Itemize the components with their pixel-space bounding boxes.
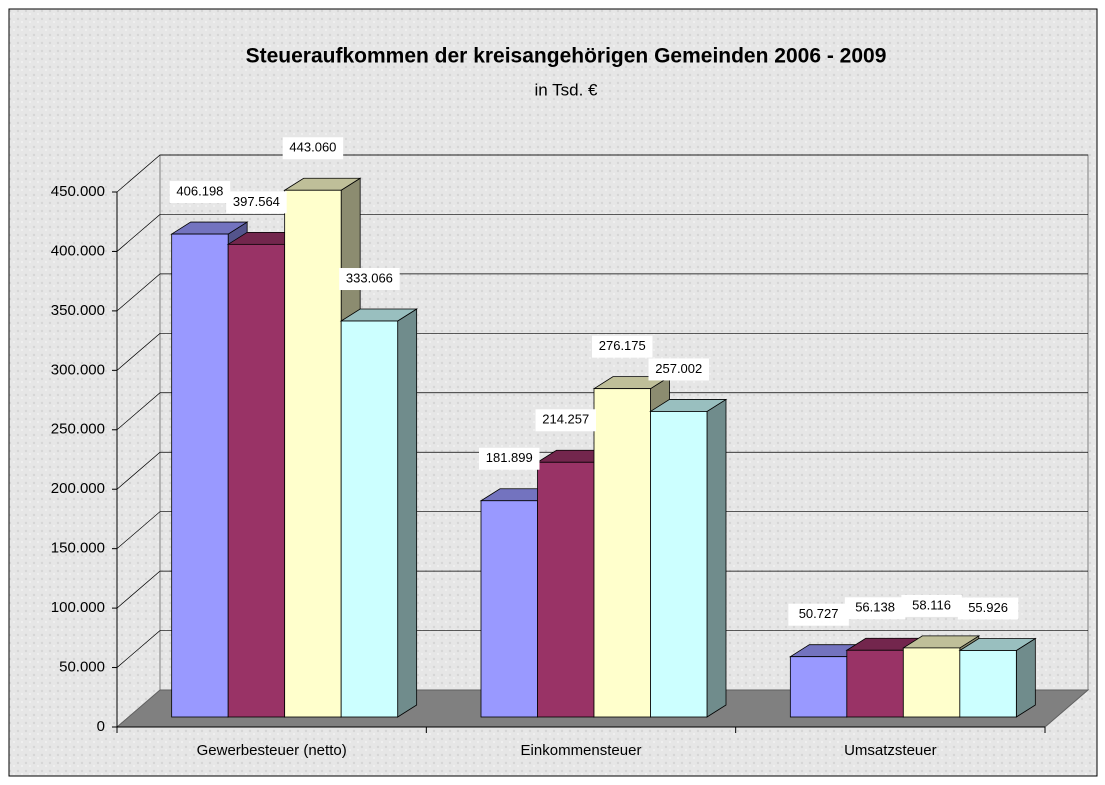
x-tick-label: Gewerbesteuer (netto) <box>197 742 347 759</box>
data-label: 276.175 <box>599 338 646 353</box>
grid-line <box>116 630 1088 668</box>
y-tick-label: 400.000 <box>51 242 105 259</box>
data-label: 56.138 <box>855 600 895 615</box>
y-tick-label: 250.000 <box>51 421 105 438</box>
data-label: 181.899 <box>486 450 533 465</box>
data-label-box <box>901 594 962 617</box>
bar <box>227 243 286 718</box>
bar-side <box>397 308 418 718</box>
data-label: 397.564 <box>233 194 280 209</box>
y-tick-label: 0 <box>97 718 105 735</box>
y-tick-label: 50.000 <box>59 659 105 676</box>
grid-line <box>116 332 1088 371</box>
data-label: 50.727 <box>799 606 839 621</box>
bar <box>537 461 595 718</box>
bar <box>902 647 961 718</box>
grid-line <box>116 570 1088 609</box>
data-label: 214.257 <box>542 412 589 427</box>
bar <box>340 320 399 718</box>
grid-line <box>116 392 1088 431</box>
bar <box>284 189 342 718</box>
chart-title: Steueraufkommen der kreisangehörigen Gem… <box>246 45 887 68</box>
data-label: 58.116 <box>912 597 951 612</box>
data-label-box <box>592 335 653 358</box>
data-label-box <box>788 603 849 626</box>
grid-line <box>116 273 1088 312</box>
bar <box>480 500 538 718</box>
data-label: 443.060 <box>289 140 336 155</box>
x-tick-label: Umsatzsteuer <box>844 742 937 759</box>
bar <box>846 649 904 718</box>
y-tick-label: 100.000 <box>51 599 105 616</box>
bar-side <box>706 398 727 718</box>
bar <box>171 233 229 718</box>
bar <box>959 650 1017 718</box>
bar <box>593 388 651 718</box>
grid-line <box>116 451 1088 490</box>
bar <box>789 656 848 718</box>
data-label: 333.066 <box>346 270 393 285</box>
data-label-box <box>844 597 906 620</box>
y-tick-label: 200.000 <box>51 480 105 497</box>
grid-line <box>116 214 1088 252</box>
y-tick-label: 300.000 <box>51 361 105 378</box>
data-label: 257.002 <box>655 361 702 376</box>
data-label-box <box>648 358 709 381</box>
bar-side <box>1015 637 1036 718</box>
data-label: 55.926 <box>968 600 1008 615</box>
data-label: 406.198 <box>176 184 223 199</box>
data-label-box <box>339 268 400 291</box>
x-tick-label: Einkommensteuer <box>521 742 642 759</box>
data-label-box <box>282 137 344 160</box>
data-label-box <box>226 191 287 214</box>
data-label-box <box>535 409 596 432</box>
y-tick-label: 350.000 <box>51 302 105 319</box>
chart-subtitle: in Tsd. € <box>534 80 598 99</box>
data-label-box <box>957 597 1019 620</box>
bar <box>650 411 708 718</box>
grid-line <box>116 511 1088 549</box>
grid-line <box>116 154 1088 193</box>
data-label-box <box>479 447 540 470</box>
data-label-box <box>169 181 231 204</box>
y-tick-label: 150.000 <box>51 540 105 557</box>
y-tick-label: 450.000 <box>51 183 105 200</box>
